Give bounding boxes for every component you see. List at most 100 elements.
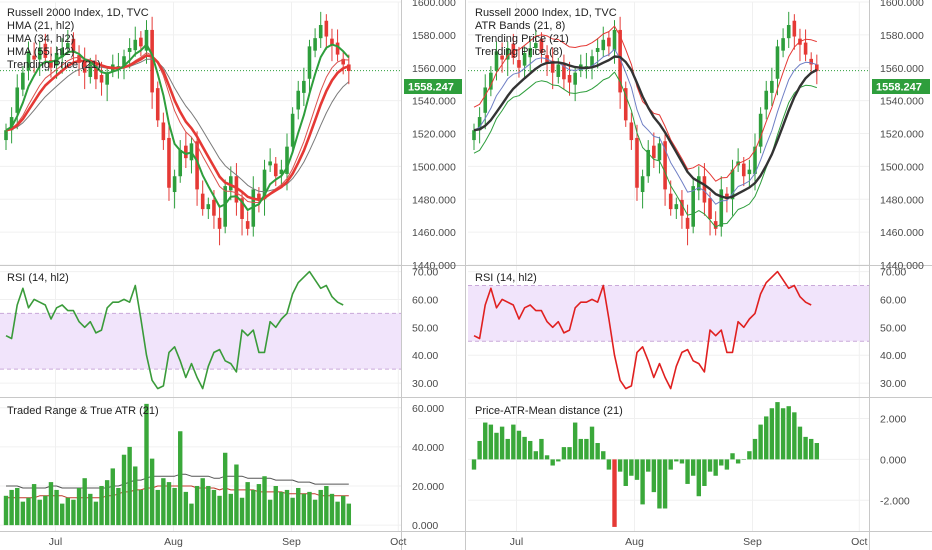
distance-bar <box>668 459 673 470</box>
range-bar <box>149 458 155 526</box>
price-tick-label: 1540.000 <box>880 96 924 108</box>
distance-bar <box>764 416 769 460</box>
grid-layer <box>0 1 869 531</box>
candle-up <box>105 72 109 85</box>
left-legend-hma34: HMA (34, hl2) <box>7 33 74 45</box>
range-bar <box>20 501 26 526</box>
distance-bar <box>640 459 645 505</box>
distance-bar <box>651 459 657 493</box>
hma55-line <box>5 58 350 193</box>
range-bar <box>43 495 48 526</box>
price-tick-label: 1600.000 <box>880 0 924 9</box>
candle-down <box>32 55 36 60</box>
range-bar <box>76 487 82 526</box>
range-bar <box>178 431 183 526</box>
range-bar <box>194 486 200 526</box>
range-bar <box>267 499 273 526</box>
distance-bar <box>662 459 668 509</box>
price-tick-label: 1480.000 <box>412 194 456 206</box>
distance-bar <box>809 438 814 460</box>
candle-up <box>646 149 651 177</box>
distance-bar <box>567 447 572 460</box>
candle-up <box>590 56 594 67</box>
distance-bar <box>471 459 477 470</box>
candle-down <box>217 217 222 229</box>
candle-down <box>212 199 216 216</box>
candle-down <box>139 37 143 47</box>
distance-bar <box>561 447 567 460</box>
distance-bar <box>685 459 690 484</box>
candle-up <box>133 39 138 51</box>
distance-bar <box>522 436 527 460</box>
distance-bar <box>735 459 741 464</box>
range-bar <box>239 497 245 526</box>
candle-up <box>534 43 538 49</box>
range-bar <box>346 503 352 526</box>
price-tick-label: 1460.000 <box>412 227 456 239</box>
candle-down <box>82 60 87 73</box>
candle-up <box>285 146 289 174</box>
price-tick-label: 1500.000 <box>880 161 924 173</box>
time-tick-label: Oct <box>390 536 406 548</box>
candle-down <box>49 60 53 68</box>
distance-bar <box>769 408 775 460</box>
rsi-tick-label: 40.00 <box>412 350 438 362</box>
candle-up <box>786 25 791 39</box>
distance-bar <box>797 426 803 460</box>
candle-up <box>730 169 735 200</box>
candle-up <box>290 113 295 147</box>
rsi-tick-label: 30.00 <box>412 378 438 390</box>
range-bar <box>138 489 144 526</box>
trending8-line <box>473 48 817 205</box>
distance-bar <box>741 459 746 460</box>
candle-up <box>279 169 284 175</box>
distance-bar <box>679 459 685 464</box>
candle-down <box>663 141 667 190</box>
candle-up <box>691 186 695 227</box>
distance-bar <box>612 459 617 527</box>
candle-down <box>245 221 250 229</box>
candle-up <box>753 146 757 174</box>
distance-bar <box>623 459 628 486</box>
time-tick-label: Aug <box>164 536 183 548</box>
range-bar <box>161 478 166 526</box>
candle-up <box>296 90 301 110</box>
candle-up <box>66 43 70 49</box>
distance-bar <box>713 459 718 476</box>
candle-down <box>708 198 712 219</box>
rsi-tick-label: 70.00 <box>412 267 438 279</box>
distance-bar <box>707 459 713 472</box>
candle-up <box>595 48 600 52</box>
right-price-title: Russell 2000 Index, 1D, TVC <box>475 7 617 19</box>
range-bar <box>341 495 346 526</box>
candle-down <box>792 20 797 37</box>
candle-down <box>725 193 729 200</box>
distance-bar <box>758 424 763 460</box>
range-bar <box>9 489 14 526</box>
range-bar <box>31 484 37 526</box>
range-bar <box>251 489 256 526</box>
candle-up <box>556 64 561 77</box>
indicator-lines <box>5 25 818 499</box>
candles-layer <box>4 11 819 246</box>
candle-down <box>43 43 48 58</box>
candle-up <box>601 39 606 51</box>
candle-up <box>206 204 211 210</box>
distance-bar <box>505 438 510 460</box>
range-bar <box>279 491 284 526</box>
candle-down <box>652 145 656 159</box>
rsi-line <box>5 270 344 390</box>
true-atr-line <box>6 473 349 489</box>
rsi-band-fill <box>0 313 401 370</box>
range-bar <box>273 486 278 526</box>
candle-up <box>127 48 132 52</box>
right-legend-trending-21: Trending Price (21) <box>475 33 569 45</box>
distance-bar <box>544 455 550 460</box>
range-bar <box>110 468 115 526</box>
candle-down <box>347 64 351 72</box>
right-legend-atr-bands: ATR Bands (21, 8) <box>475 20 565 32</box>
left-legend-hma21: HMA (21, hl2) <box>7 20 74 32</box>
candle-up <box>223 186 227 227</box>
